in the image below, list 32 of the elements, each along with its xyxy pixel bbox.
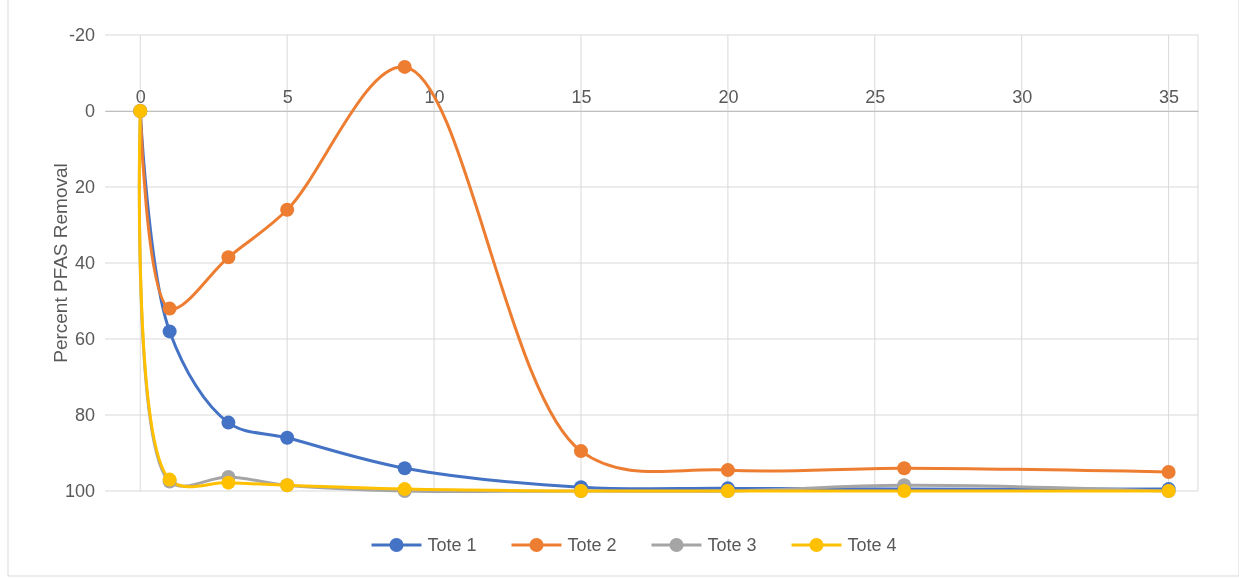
x-tick-label: 0 (135, 87, 146, 107)
x-tick-label: 5 (282, 87, 293, 107)
point (573, 444, 588, 459)
x-tick-label: 20 (718, 87, 739, 107)
point (280, 430, 295, 445)
x-tick-label: 35 (1159, 87, 1180, 107)
legend-label: Tote 2 (567, 535, 617, 555)
x-tick-label: 15 (571, 87, 592, 107)
x-tick-label: 30 (1012, 87, 1033, 107)
point (162, 301, 177, 316)
legend-label: Tote 4 (847, 535, 897, 555)
y-tick-label: 80 (74, 405, 95, 426)
y-tick-label: -20 (68, 25, 95, 46)
y-tick-label: 60 (74, 329, 95, 350)
point (1161, 465, 1176, 479)
legend-label: Tote 1 (427, 535, 477, 555)
y-axis-title: Percent PFAS Removal (50, 163, 71, 363)
point (221, 475, 236, 490)
y-tick-label: 100 (64, 481, 95, 502)
y-tick-label: 20 (74, 177, 95, 198)
legend-label: Tote 3 (707, 535, 757, 555)
y-tick-label: 0 (84, 101, 95, 122)
point (397, 59, 412, 74)
point (397, 461, 412, 476)
point (897, 461, 912, 476)
point (221, 415, 236, 430)
y-tick-label: 40 (74, 253, 95, 274)
point (280, 202, 295, 217)
point (720, 463, 735, 478)
point (162, 324, 177, 339)
x-tick-label: 25 (865, 87, 886, 107)
point (221, 250, 236, 265)
